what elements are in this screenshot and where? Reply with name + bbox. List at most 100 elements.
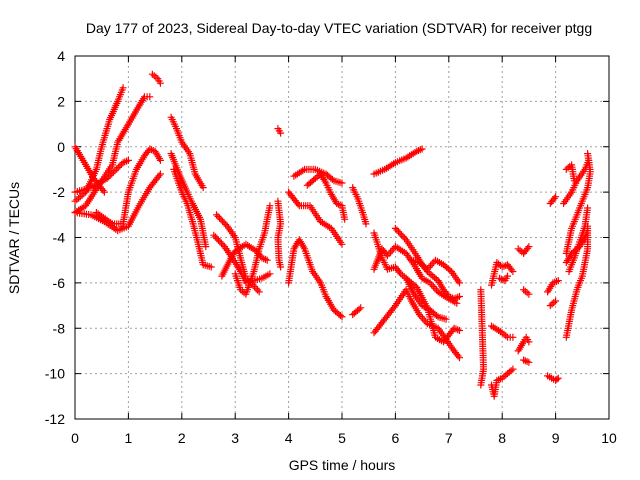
data-point: [99, 186, 107, 194]
data-point: [341, 215, 349, 223]
data-point: [520, 286, 528, 294]
data-point: [456, 279, 463, 287]
data-point: [338, 179, 346, 187]
data-point: [156, 79, 164, 87]
data-point: [456, 327, 463, 334]
data-point: [454, 352, 462, 360]
data-point: [552, 297, 560, 305]
data-point: [207, 263, 215, 271]
y-tick-label: -2: [53, 184, 66, 200]
axis-ticks: [74, 55, 610, 420]
data-point: [156, 156, 164, 164]
data-point: [75, 194, 83, 202]
data-point: [429, 283, 437, 290]
y-tick-label: 2: [57, 93, 65, 109]
data-point: [454, 326, 462, 334]
data-point: [413, 147, 421, 155]
y-tick-label: -10: [45, 366, 65, 382]
y-tick-label: -6: [53, 275, 66, 291]
data-point: [263, 256, 271, 264]
data-point: [497, 275, 505, 283]
data-point: [550, 194, 558, 202]
x-tick-label: 8: [498, 430, 506, 446]
x-tick-label: 4: [285, 430, 293, 446]
data-point: [508, 266, 515, 274]
data-point: [509, 333, 517, 341]
data-point: [250, 283, 258, 290]
data-point: [493, 259, 501, 266]
data-point: [523, 358, 531, 365]
data-point: [395, 268, 403, 276]
data-point: [564, 164, 572, 172]
data-point: [119, 159, 127, 167]
data-point: [502, 332, 510, 340]
data-points: [71, 70, 594, 400]
data-point: [453, 299, 461, 307]
data-point: [502, 371, 510, 379]
data-point: [294, 200, 302, 208]
x-tick-label: 10: [601, 430, 617, 446]
data-point: [277, 129, 285, 137]
data-point: [456, 354, 463, 362]
data-point: [520, 356, 528, 364]
data-point: [255, 288, 263, 296]
data-point: [336, 312, 344, 319]
data-point: [395, 228, 402, 236]
data-point: [266, 270, 274, 278]
x-tick-label: 1: [125, 430, 133, 446]
data-point: [431, 274, 439, 282]
data-point: [548, 300, 556, 308]
data-point: [525, 243, 533, 251]
y-tick-label: -4: [53, 230, 66, 246]
data-point: [202, 243, 210, 251]
y-tick-labels: -12 -10 -8 -6 -4 -2 0 2 4: [45, 48, 65, 427]
data-point: [433, 312, 440, 319]
data-point: [396, 229, 404, 237]
data-point: [525, 338, 533, 346]
data-point: [146, 93, 154, 101]
data-point: [262, 255, 269, 263]
data-point: [554, 277, 562, 285]
data-point: [357, 304, 365, 312]
x-tick-labels: 0 1 2 3 4 5 6 7 8 9 10: [71, 430, 617, 446]
data-point: [211, 233, 219, 241]
data-point: [525, 358, 533, 366]
data-point: [546, 302, 554, 310]
data-point: [499, 276, 507, 284]
data-point: [219, 241, 227, 249]
data-point: [504, 272, 511, 280]
data-point: [254, 286, 262, 294]
data-point: [514, 245, 522, 253]
y-tick-label: 4: [57, 48, 65, 64]
x-tick-label: 7: [445, 430, 453, 446]
data-point: [333, 200, 341, 207]
data-point: [199, 184, 207, 192]
data-point: [550, 299, 558, 306]
x-tick-label: 3: [231, 430, 239, 446]
data-point: [155, 172, 163, 180]
data-point: [493, 376, 501, 384]
data-point: [502, 262, 510, 269]
data-point: [266, 202, 274, 210]
data-point: [210, 231, 218, 239]
data-point: [100, 188, 108, 196]
data-point: [477, 381, 485, 389]
data-point: [584, 150, 592, 158]
data-point: [277, 263, 285, 271]
data-point: [399, 233, 407, 240]
data-point: [419, 314, 427, 322]
data-point: [218, 239, 225, 247]
data-point: [509, 365, 517, 373]
data-point: [584, 204, 592, 212]
data-point: [521, 357, 529, 365]
y-tick-label: 0: [57, 139, 65, 155]
data-point: [214, 212, 222, 220]
data-point: [213, 211, 220, 219]
data-point: [113, 165, 121, 173]
x-tick-label: 2: [178, 430, 186, 446]
data-point: [217, 216, 225, 224]
data-point: [116, 162, 124, 170]
x-tick-label: 5: [338, 430, 346, 446]
data-point: [553, 375, 561, 383]
